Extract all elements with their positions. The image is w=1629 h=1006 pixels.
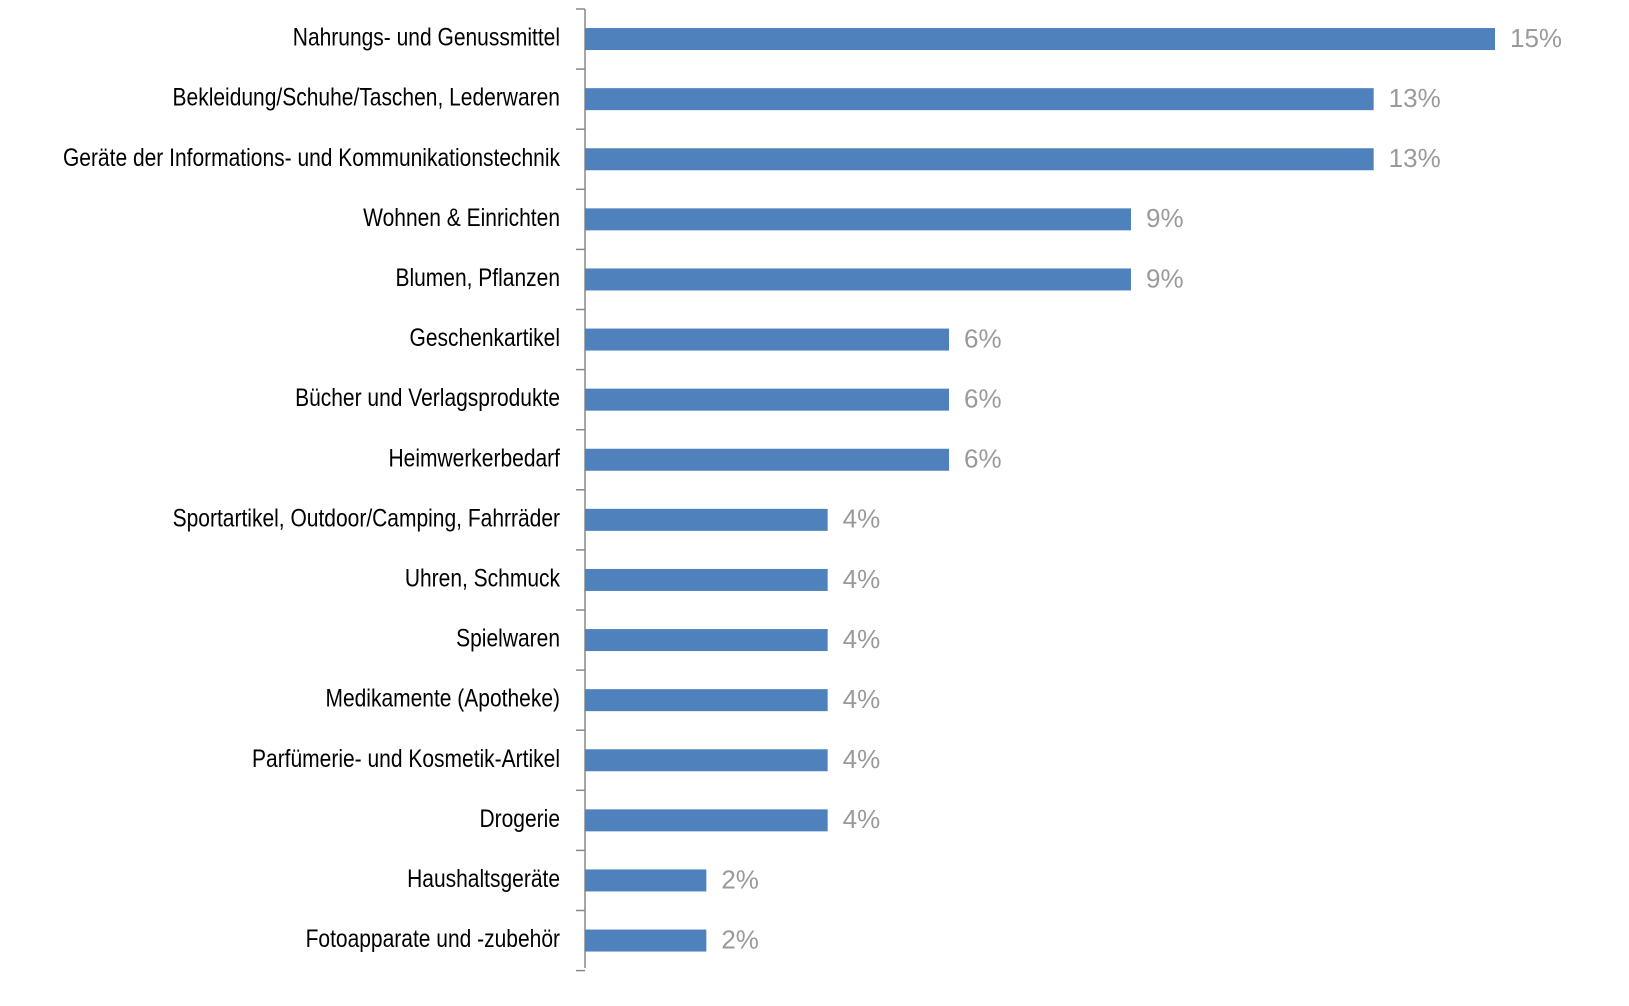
bar: [585, 268, 1131, 291]
bar: [585, 88, 1374, 111]
bar: [585, 328, 949, 351]
category-label: Haushaltsgeräte: [407, 864, 560, 892]
category-label: Medikamente (Apotheke): [325, 684, 560, 712]
bar: [585, 208, 1131, 231]
bar: [585, 629, 828, 652]
value-label: 13%: [1389, 143, 1441, 173]
category-label: Geräte der Informations- und Kommunikati…: [63, 143, 560, 171]
category-label: Parfümerie- und Kosmetik-Artikel: [252, 744, 560, 772]
bar: [585, 388, 949, 411]
value-label: 15%: [1510, 23, 1562, 53]
bar: [585, 869, 707, 892]
value-label: 4%: [843, 804, 881, 834]
value-label: 4%: [843, 564, 881, 594]
value-label: 4%: [843, 684, 881, 714]
value-label: 4%: [843, 504, 881, 534]
value-label: 6%: [964, 323, 1002, 353]
bar: [585, 28, 1495, 51]
category-label: Spielwaren: [456, 624, 560, 652]
bar: [585, 749, 828, 772]
value-label: 6%: [964, 384, 1002, 414]
value-label: 4%: [843, 624, 881, 654]
category-label: Uhren, Schmuck: [405, 564, 561, 592]
value-label: 2%: [721, 864, 759, 894]
category-label: Blumen, Pflanzen: [395, 263, 560, 291]
value-label: 13%: [1389, 83, 1441, 113]
value-label: 2%: [721, 924, 759, 954]
bar: [585, 689, 828, 712]
bar: [585, 568, 828, 591]
category-label: Wohnen & Einrichten: [363, 203, 560, 231]
value-label: 9%: [1146, 203, 1184, 233]
value-label: 6%: [964, 444, 1002, 474]
value-label: 9%: [1146, 263, 1184, 293]
category-label: Nahrungs- und Genussmittel: [293, 23, 560, 51]
category-label: Sportartikel, Outdoor/Camping, Fahrräder: [173, 504, 561, 532]
bar: [585, 929, 707, 952]
bar: [585, 148, 1374, 171]
bar: [585, 508, 828, 531]
category-label: Fotoapparate und -zubehör: [306, 924, 561, 952]
category-label: Bekleidung/Schuhe/Taschen, Lederwaren: [173, 83, 560, 111]
bar: [585, 809, 828, 832]
value-label: 4%: [843, 744, 881, 774]
category-label: Heimwerkerbedarf: [388, 444, 560, 472]
category-label: Bücher und Verlagsprodukte: [295, 384, 560, 412]
category-label: Geschenkartikel: [409, 323, 560, 351]
category-label: Drogerie: [479, 804, 560, 832]
bar: [585, 448, 949, 471]
